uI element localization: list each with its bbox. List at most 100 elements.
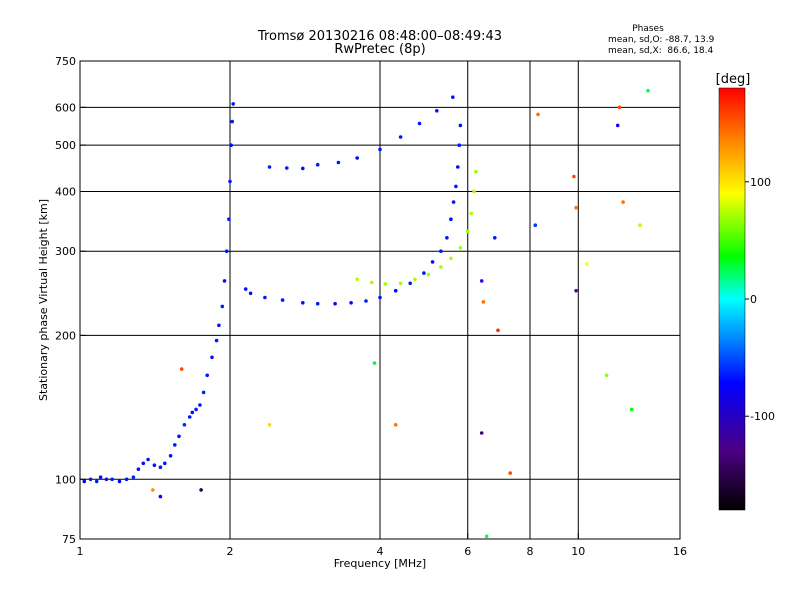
data-point	[158, 494, 163, 499]
x-tick-label: 16	[673, 545, 687, 558]
data-point	[449, 217, 453, 221]
data-point	[604, 373, 609, 378]
data-point	[393, 288, 398, 293]
data-point	[248, 291, 253, 296]
data-point	[536, 112, 540, 117]
data-point	[646, 88, 650, 93]
data-point	[198, 403, 202, 407]
data-point	[472, 189, 476, 194]
data-point	[263, 295, 267, 300]
data-point	[158, 465, 163, 470]
data-point	[285, 166, 289, 170]
colorbar-tick-label: -100	[750, 410, 775, 423]
data-point	[426, 272, 431, 277]
data-point	[439, 265, 443, 269]
data-point	[457, 143, 462, 147]
data-point	[136, 467, 141, 472]
data-point	[333, 301, 337, 306]
data-point	[187, 415, 192, 419]
x-tick-label: 1	[77, 545, 84, 558]
data-point	[449, 256, 453, 261]
data-point	[224, 249, 229, 253]
data-point	[141, 461, 146, 466]
data-point	[369, 280, 374, 285]
data-point	[435, 109, 439, 113]
x-tick-label: 10	[571, 545, 585, 558]
data-point	[408, 281, 413, 286]
data-point	[574, 205, 578, 210]
data-point	[355, 277, 360, 282]
data-point	[315, 162, 320, 167]
data-point	[469, 211, 474, 216]
data-point	[393, 423, 398, 427]
data-point	[533, 223, 538, 227]
data-point	[146, 457, 150, 462]
grid-lines	[80, 61, 680, 539]
data-point	[315, 301, 320, 306]
data-point	[201, 390, 206, 395]
data-point	[267, 423, 272, 427]
data-point	[227, 217, 231, 221]
y-tick-label: 100	[55, 473, 76, 486]
y-tick-label: 200	[55, 329, 76, 342]
data-point	[349, 301, 353, 305]
data-point	[458, 246, 463, 250]
data-point	[243, 287, 248, 291]
data-point	[456, 165, 460, 169]
data-point	[194, 407, 198, 412]
data-point	[481, 300, 486, 304]
x-tick-label: 4	[377, 545, 384, 558]
data-point	[205, 373, 209, 378]
data-point	[451, 95, 455, 99]
data-point	[210, 355, 214, 360]
data-point	[454, 184, 458, 189]
data-point	[94, 479, 99, 484]
data-point	[417, 121, 422, 126]
data-point	[430, 260, 435, 264]
data-point	[585, 262, 589, 266]
data-point	[163, 461, 167, 466]
colorbar-tick-label: 100	[750, 176, 771, 189]
data-point	[458, 123, 463, 128]
y-tick-label: 750	[55, 55, 76, 68]
data-point	[629, 407, 634, 412]
data-point	[508, 471, 512, 475]
y-tick-label: 600	[55, 101, 76, 114]
data-point	[301, 166, 305, 171]
data-point	[98, 475, 103, 480]
data-point	[280, 298, 285, 302]
data-point	[88, 477, 93, 482]
data-point	[179, 367, 184, 371]
data-point	[199, 488, 203, 492]
data-point	[182, 423, 187, 427]
colorbar-ticks: 100 0 -100	[745, 176, 775, 423]
data-point	[493, 236, 497, 240]
data-point	[451, 200, 456, 204]
data-point	[110, 477, 114, 482]
data-point	[479, 279, 484, 283]
data-point	[496, 328, 500, 333]
data-point	[117, 479, 122, 484]
axis-ticks: 1 2 4 6 8 10 16 75 100 200 300 400 500 600 750	[55, 55, 687, 558]
chart-title: Tromsø 20130216 08:48:00–08:49:43	[257, 29, 502, 44]
data-point	[214, 338, 219, 343]
data-point	[474, 169, 478, 174]
data-point	[372, 361, 377, 365]
data-point	[378, 295, 382, 300]
data-point	[336, 160, 341, 165]
info-heading: Phases	[632, 24, 664, 34]
data-point	[173, 443, 177, 447]
data-point	[168, 454, 173, 458]
data-point	[355, 156, 360, 160]
data-point	[615, 123, 620, 128]
colorbar-tick-label: 0	[750, 293, 757, 306]
data-point	[222, 279, 227, 283]
data-point	[638, 223, 642, 227]
colorbar	[718, 87, 746, 511]
data-point	[398, 281, 403, 286]
data-point	[572, 174, 576, 179]
y-tick-label: 300	[55, 245, 76, 258]
data-point	[422, 271, 426, 275]
data-point	[267, 165, 272, 169]
